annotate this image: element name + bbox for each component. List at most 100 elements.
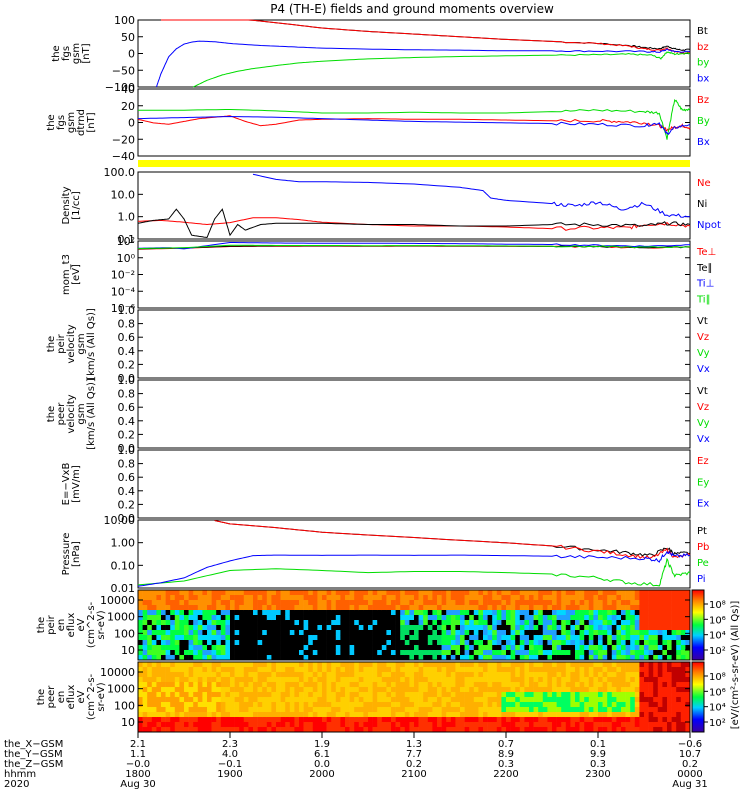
heatmap-cell	[280, 620, 286, 626]
heatmap-cell	[501, 667, 507, 673]
x-row-value: 10.7	[679, 749, 701, 760]
heatmap-cell	[616, 610, 622, 616]
heatmap-cell	[179, 635, 185, 641]
heatmap-cell	[285, 610, 291, 616]
heatmap-cell	[340, 650, 346, 656]
heatmap-cell	[644, 650, 649, 656]
heatmap-cell	[418, 727, 424, 733]
heatmap-cell	[588, 712, 594, 718]
heatmap-cell	[542, 722, 548, 728]
heatmap-cell	[487, 707, 493, 713]
heatmap-cell	[289, 615, 295, 621]
heatmap-cell	[386, 687, 392, 693]
heatmap-cell	[280, 692, 286, 698]
heatmap-cell	[446, 672, 452, 678]
heatmap-cell	[432, 717, 438, 723]
heatmap-cell	[464, 672, 470, 678]
heatmap-cell	[414, 687, 419, 693]
heatmap-cell	[230, 630, 235, 636]
heatmap-cell	[386, 635, 392, 641]
heatmap-cell	[501, 600, 507, 606]
heatmap-cell	[142, 645, 148, 651]
heatmap-cell	[501, 615, 507, 621]
heatmap-cell	[510, 635, 516, 641]
heatmap-cell	[202, 677, 208, 683]
heatmap-cell	[414, 677, 419, 683]
heatmap-cell	[685, 672, 691, 678]
heatmap-cell	[565, 697, 571, 703]
heatmap-cell	[667, 635, 672, 641]
heatmap-cell	[639, 672, 645, 678]
heatmap-cell	[257, 707, 263, 713]
heatmap-cell	[547, 650, 553, 656]
heatmap-cell	[179, 712, 185, 718]
heatmap-cell	[262, 595, 268, 601]
heatmap-cell	[671, 615, 677, 621]
heatmap-cell	[308, 667, 314, 673]
heatmap-cell	[441, 697, 447, 703]
heatmap-cell	[639, 590, 645, 596]
heatmap-cell	[211, 662, 217, 668]
heatmap-cell	[510, 605, 516, 611]
heatmap-cell	[561, 662, 567, 668]
heatmap-cell	[662, 625, 668, 631]
heatmap-cell	[584, 595, 590, 601]
heatmap-cell	[317, 717, 323, 723]
heatmap-cell	[657, 600, 663, 606]
heatmap-cell	[483, 707, 488, 713]
heatmap-cell	[492, 727, 498, 733]
heatmap-cell	[671, 672, 677, 678]
heatmap-cell	[602, 615, 608, 621]
heatmap-cell	[657, 605, 663, 611]
heatmap-cell	[685, 702, 691, 708]
heatmap-cell	[165, 682, 171, 688]
heatmap-cell	[312, 682, 318, 688]
heatmap-cell	[506, 687, 511, 693]
heatmap-cell	[575, 640, 580, 646]
legend-entry: Ti∥	[696, 294, 711, 305]
y-axis-label: gsm	[76, 403, 87, 424]
colorbar-tick-label: 10⁸	[709, 672, 726, 683]
heatmap-cell	[345, 595, 350, 601]
heatmap-cell	[326, 702, 332, 708]
heatmap-cell	[299, 620, 304, 626]
heatmap-cell	[354, 605, 360, 611]
heatmap-cell	[529, 702, 534, 708]
heatmap-cell	[469, 630, 475, 636]
y-tick-label: 0.4	[118, 345, 136, 358]
y-tick-label: 10.00	[104, 514, 136, 527]
heatmap-cell	[437, 692, 442, 698]
colorbar	[691, 661, 705, 733]
heatmap-cell	[487, 640, 493, 646]
heatmap-cell	[496, 595, 502, 601]
heatmap-cell	[575, 590, 580, 596]
heatmap-cell	[552, 625, 557, 631]
heatmap-cell	[161, 707, 166, 713]
heatmap-cell	[538, 635, 544, 641]
heatmap-cell	[437, 727, 442, 733]
heatmap-cell	[630, 620, 636, 626]
heatmap-cell	[552, 630, 557, 636]
heatmap-cell	[243, 667, 249, 673]
heatmap-cell	[266, 712, 272, 718]
heatmap-cell	[556, 600, 562, 606]
heatmap-cell	[492, 620, 498, 626]
heatmap-cell	[639, 625, 645, 631]
heatmap-cell	[156, 595, 162, 601]
y-tick-label: 10000	[100, 594, 135, 607]
heatmap-cell	[446, 727, 452, 733]
heatmap-cell	[303, 682, 309, 688]
heatmap-cell	[391, 635, 396, 641]
heatmap-cell	[404, 687, 410, 693]
heatmap-cell	[538, 610, 544, 616]
y-axis-label: Density	[61, 186, 72, 224]
heatmap-cell	[253, 645, 258, 651]
heatmap-cell	[165, 600, 171, 606]
heatmap-cell	[308, 692, 314, 698]
heatmap-cell	[423, 717, 429, 723]
heatmap-cell	[372, 717, 378, 723]
heatmap-cell	[368, 595, 373, 601]
heatmap-cell	[492, 600, 498, 606]
heatmap-cell	[239, 697, 245, 703]
heatmap-cell	[193, 650, 199, 656]
